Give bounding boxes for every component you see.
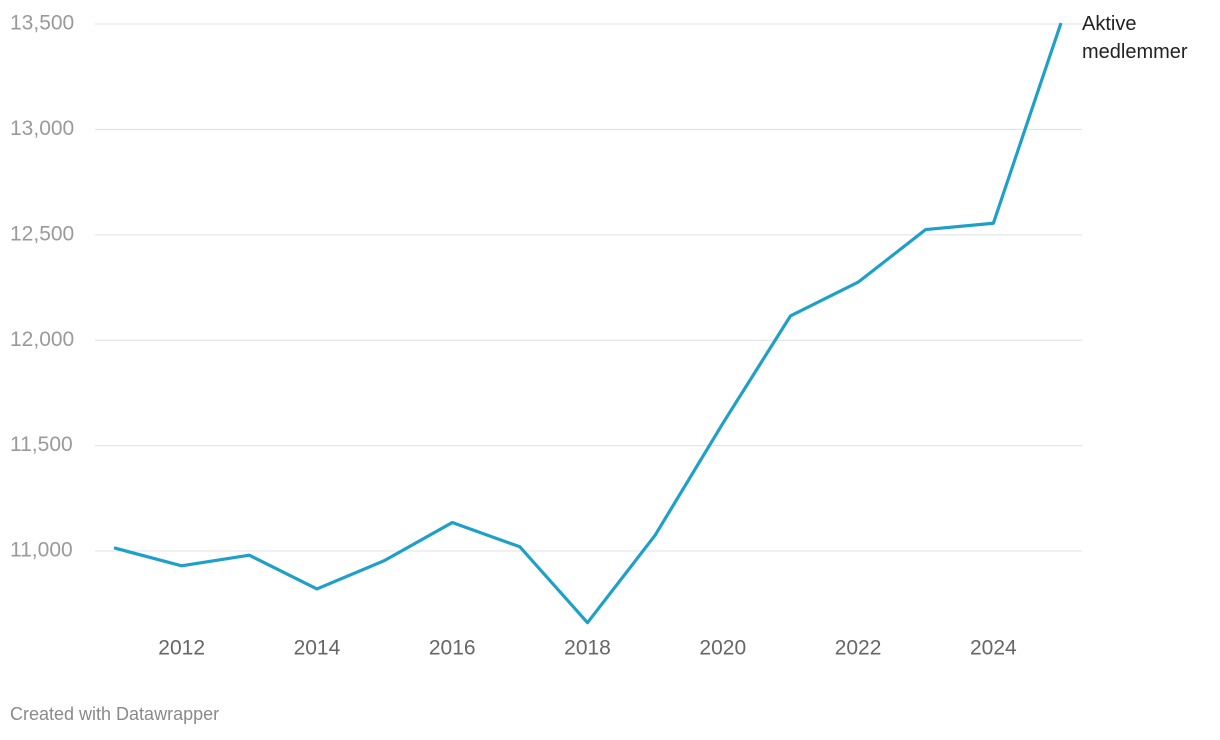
x-tick-label: 2012 <box>158 637 205 660</box>
x-tick-label: 2016 <box>429 637 476 660</box>
y-tick-label: 11,500 <box>10 433 73 456</box>
x-tick-label: 2014 <box>294 637 341 660</box>
y-tick-label: 12,500 <box>10 222 74 245</box>
data-line <box>113 22 1063 625</box>
y-tick-label: 11,000 <box>10 539 73 562</box>
y-tick-label: 13,500 <box>10 12 74 35</box>
y-tick-label: 12,000 <box>10 328 74 351</box>
y-tick-label: 13,000 <box>10 117 74 140</box>
x-tick-label: 2022 <box>835 637 882 660</box>
x-tick-label: 2024 <box>970 637 1017 660</box>
credit: Created with Datawrapper <box>10 704 220 724</box>
x-tick-label: 2018 <box>564 637 611 660</box>
series-label: Aktive medlemmer <box>1082 13 1188 63</box>
x-tick-label: 2020 <box>699 637 746 660</box>
